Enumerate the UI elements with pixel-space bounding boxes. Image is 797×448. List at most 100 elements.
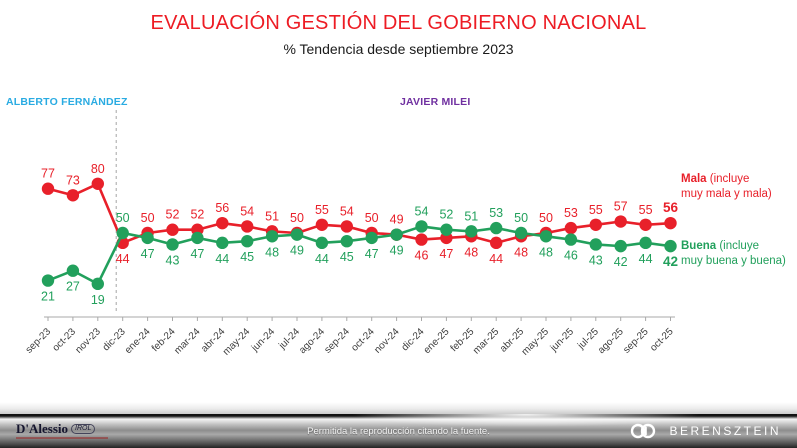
value-label-mala: 44 <box>489 252 503 266</box>
value-label-mala: 52 <box>166 208 180 222</box>
value-label-buena: 45 <box>340 250 354 264</box>
data-point-mala <box>241 220 254 233</box>
footer-shine-strip <box>0 402 797 414</box>
data-point-buena <box>315 236 329 250</box>
berensztein-logo: BERENSZTEIN <box>629 423 781 439</box>
value-label-mala: 55 <box>589 203 603 217</box>
trend-chart-svg: sep-23oct-23nov-23dic-23ene-24feb-24mar-… <box>24 110 679 358</box>
data-point-buena <box>440 223 453 236</box>
value-label-buena: 48 <box>265 245 279 259</box>
value-label-mala: 55 <box>639 203 653 217</box>
value-label-buena: 45 <box>240 250 254 264</box>
value-label-buena: 54 <box>415 204 429 218</box>
x-axis-label: sep-23 <box>24 326 54 356</box>
value-label-buena: 53 <box>489 206 503 220</box>
x-axis-label: sep-25 <box>621 326 651 356</box>
x-axis-label: nov-23 <box>74 326 104 356</box>
x-axis-label: may-24 <box>221 326 253 358</box>
era-label-milei: JAVIER MILEI <box>400 96 471 108</box>
value-label-buena: 27 <box>66 280 80 294</box>
value-label-buena: 48 <box>539 245 553 259</box>
data-point-buena <box>514 226 528 240</box>
data-point-buena <box>589 238 602 251</box>
data-point-mala <box>66 189 80 202</box>
value-label-mala: 56 <box>663 200 679 215</box>
value-label-mala: 44 <box>116 252 130 266</box>
value-label-mala: 54 <box>240 204 254 218</box>
data-point-buena <box>290 228 304 241</box>
x-axis-label: may-25 <box>520 326 552 358</box>
value-label-buena: 49 <box>290 244 304 258</box>
data-point-buena <box>390 228 403 241</box>
data-point-buena <box>614 239 627 253</box>
value-label-buena: 51 <box>464 209 478 223</box>
value-label-buena: 43 <box>166 253 180 267</box>
legend-buena-line2: muy buena y buena) <box>681 255 786 267</box>
berensztein-logo-text: BERENSZTEIN <box>669 424 781 438</box>
data-point-buena <box>539 230 553 243</box>
x-axis-label: ago-24 <box>297 326 327 356</box>
value-label-buena: 50 <box>116 211 130 225</box>
x-axis-label: mar-24 <box>172 326 202 356</box>
data-point-mala <box>564 221 578 235</box>
value-label-mala: 57 <box>614 200 628 214</box>
data-point-buena <box>191 231 204 245</box>
data-point-mala <box>639 218 652 231</box>
legend-mala-line2: muy mala y mala) <box>681 188 772 200</box>
data-point-buena <box>340 235 353 248</box>
chart-subtitle: % Tendencia desde septiembre 2023 <box>283 41 514 57</box>
value-label-buena: 47 <box>365 247 379 261</box>
x-axis-label: jun-25 <box>548 326 576 354</box>
value-label-mala: 73 <box>66 173 80 187</box>
value-label-mala: 48 <box>464 245 478 259</box>
legend-mala: Mala (incluye muy mala y mala) <box>681 172 772 202</box>
value-label-mala: 50 <box>290 211 304 225</box>
value-label-mala: 51 <box>265 209 279 223</box>
data-point-mala <box>340 220 353 233</box>
value-label-buena: 43 <box>589 253 603 267</box>
x-axis-label: nov-24 <box>372 326 402 356</box>
data-point-mala <box>216 216 229 230</box>
x-axis-label: ago-25 <box>596 326 626 356</box>
value-label-mala: 49 <box>390 213 404 227</box>
data-point-buena <box>116 226 129 240</box>
legend-mala-line1: Mala (incluye <box>681 173 750 185</box>
value-label-mala: 77 <box>41 167 55 181</box>
data-point-mala <box>91 177 105 190</box>
data-point-buena <box>66 264 80 277</box>
dalessio-tagline <box>16 437 108 439</box>
value-label-buena: 52 <box>439 208 453 222</box>
data-point-buena <box>241 235 254 248</box>
data-point-buena <box>91 277 105 291</box>
value-label-mala: 55 <box>315 203 329 217</box>
value-label-mala: 52 <box>190 208 204 222</box>
value-label-mala: 46 <box>415 249 429 263</box>
value-label-mala: 50 <box>141 211 155 225</box>
data-point-buena <box>41 274 55 287</box>
value-label-buena: 44 <box>215 252 229 266</box>
data-point-buena <box>465 225 478 238</box>
footer-permission-text: Permitida la reproducción citando la fue… <box>307 425 490 437</box>
data-point-buena <box>141 231 154 245</box>
value-label-mala: 50 <box>365 211 379 225</box>
data-point-mala <box>614 215 627 228</box>
value-label-buena: 44 <box>639 252 653 266</box>
data-point-buena <box>490 221 503 235</box>
data-point-buena <box>564 233 578 246</box>
era-label-fernandez: ALBERTO FERNÁNDEZ <box>6 96 128 108</box>
x-axis-label: mar-25 <box>471 326 501 356</box>
value-label-buena: 44 <box>315 252 329 266</box>
data-point-mala <box>166 223 179 236</box>
legend-buena: Buena (incluye muy buena y buena) <box>681 239 786 269</box>
data-point-mala <box>664 216 677 230</box>
value-label-mala: 54 <box>340 204 354 218</box>
data-point-buena <box>365 231 378 245</box>
value-label-mala: 48 <box>514 245 528 259</box>
value-label-buena: 47 <box>190 247 204 261</box>
value-label-mala: 56 <box>215 201 229 215</box>
x-axis-label: ene-25 <box>422 326 452 356</box>
value-label-buena: 19 <box>91 293 105 307</box>
dalessio-logo-text: D'Alessio <box>16 421 68 436</box>
value-label-mala: 47 <box>439 247 453 261</box>
data-point-buena <box>216 236 229 250</box>
